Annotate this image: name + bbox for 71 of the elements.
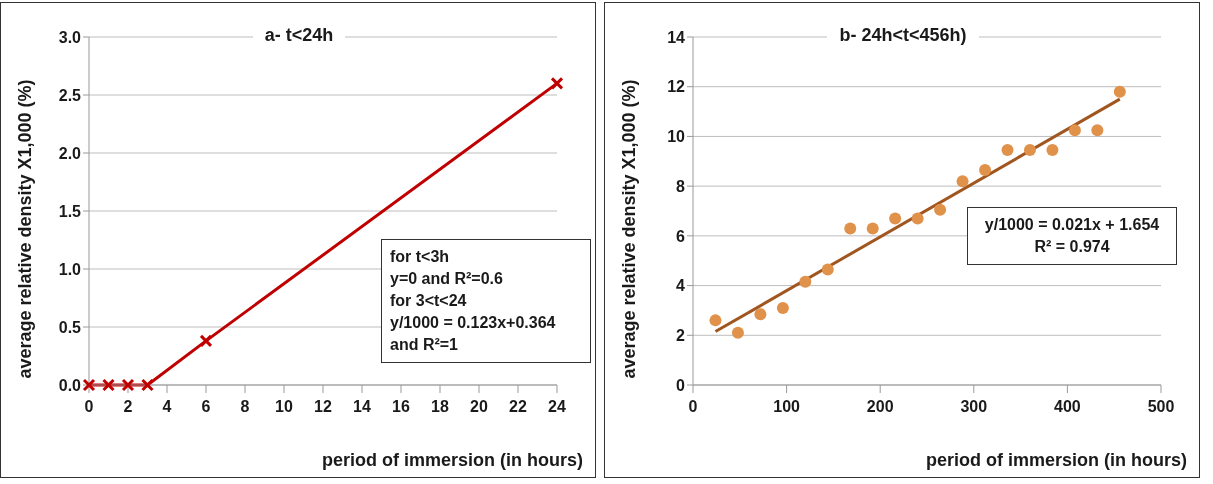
- x-tick-label: 14: [353, 398, 371, 416]
- x-tick-label: 18: [431, 398, 449, 416]
- point: [550, 76, 564, 90]
- y-tick-label: 0.5: [58, 318, 82, 336]
- annotation: and R²=1: [390, 335, 459, 355]
- x-tick-label: 2: [123, 398, 133, 416]
- y-tick-label: 14: [667, 28, 686, 46]
- y-tick-label: 12: [667, 78, 686, 96]
- y-axis-title: average relative density X1,000 (%): [14, 79, 36, 379]
- point: [1091, 124, 1104, 137]
- y-tick-label: 2.0: [58, 144, 82, 162]
- point: [121, 378, 135, 392]
- x-axis-title: period of immersion (in hours): [321, 450, 583, 471]
- annotation: for t<3h: [390, 247, 451, 267]
- x-tick-label: 400: [1054, 398, 1081, 416]
- annotation: for 3<t<24: [390, 291, 468, 311]
- y-tick-label: 6: [676, 227, 686, 245]
- point: [1001, 144, 1014, 157]
- point: [1113, 85, 1126, 98]
- x-tick-label: 4: [162, 398, 172, 416]
- point: [102, 378, 115, 392]
- y-tick-label: 8: [676, 177, 686, 195]
- point: [1068, 124, 1081, 137]
- x-tick-label: 0: [688, 398, 698, 416]
- point: [844, 222, 857, 235]
- point: [821, 263, 834, 276]
- y-tick-label: 4: [676, 277, 686, 295]
- point: [956, 175, 969, 188]
- point: [1023, 144, 1036, 157]
- x-axis-title: period of immersion (in hours): [925, 450, 1187, 471]
- point: [866, 222, 879, 235]
- point: [709, 314, 722, 327]
- y-tick-label: 3.0: [58, 28, 82, 46]
- y-axis-title: average relative density X1,000 (%): [618, 79, 640, 379]
- x-tick-label: 200: [866, 398, 894, 416]
- y-tick-label: 0: [676, 376, 686, 394]
- point: [889, 212, 902, 225]
- x-tick-label: 10: [275, 398, 293, 416]
- annotation: y/1000 = 0.021x + 1.654: [983, 215, 1161, 235]
- x-tick-label: 300: [960, 398, 988, 416]
- point: [934, 203, 947, 216]
- y-tick-label: 2.5: [58, 86, 82, 104]
- annotation: y=0 and R²=0.6: [390, 269, 504, 289]
- y-tick-label: 10: [667, 128, 686, 146]
- point: [979, 163, 992, 176]
- y-tick-label: 1.0: [58, 260, 82, 278]
- x-tick-label: 12: [314, 398, 332, 416]
- y-tick-label: 0.0: [58, 376, 82, 394]
- point: [754, 308, 767, 321]
- point: [141, 378, 154, 392]
- y-tick-label: 1.5: [58, 202, 82, 220]
- point: [199, 334, 213, 348]
- x-tick-label: 24: [548, 398, 566, 416]
- x-tick-label: 8: [240, 398, 250, 416]
- annotation: y/1000 = 0.123x+0.364: [390, 313, 557, 333]
- x-tick-label: 0: [84, 398, 94, 416]
- chart-title: a- t<24h: [252, 25, 346, 45]
- x-tick-label: 6: [201, 398, 211, 416]
- x-tick-label: 100: [773, 398, 801, 416]
- chart-title: b- 24h<t<456h): [827, 25, 979, 45]
- x-tick-label: 22: [509, 398, 527, 416]
- x-tick-label: 16: [392, 398, 410, 416]
- y-tick-label: 2: [676, 326, 686, 344]
- point: [799, 275, 812, 288]
- x-tick-label: 20: [470, 398, 488, 416]
- x-tick-label: 500: [1147, 398, 1175, 416]
- point: [731, 326, 744, 339]
- point: [776, 301, 789, 314]
- point: [911, 212, 924, 225]
- point: [1046, 144, 1059, 157]
- annotation: R² = 0.974: [1033, 237, 1111, 257]
